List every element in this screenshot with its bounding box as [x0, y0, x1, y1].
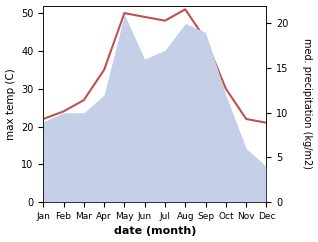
X-axis label: date (month): date (month) — [114, 227, 196, 236]
Y-axis label: med. precipitation (kg/m2): med. precipitation (kg/m2) — [302, 38, 313, 169]
Y-axis label: max temp (C): max temp (C) — [5, 68, 16, 140]
